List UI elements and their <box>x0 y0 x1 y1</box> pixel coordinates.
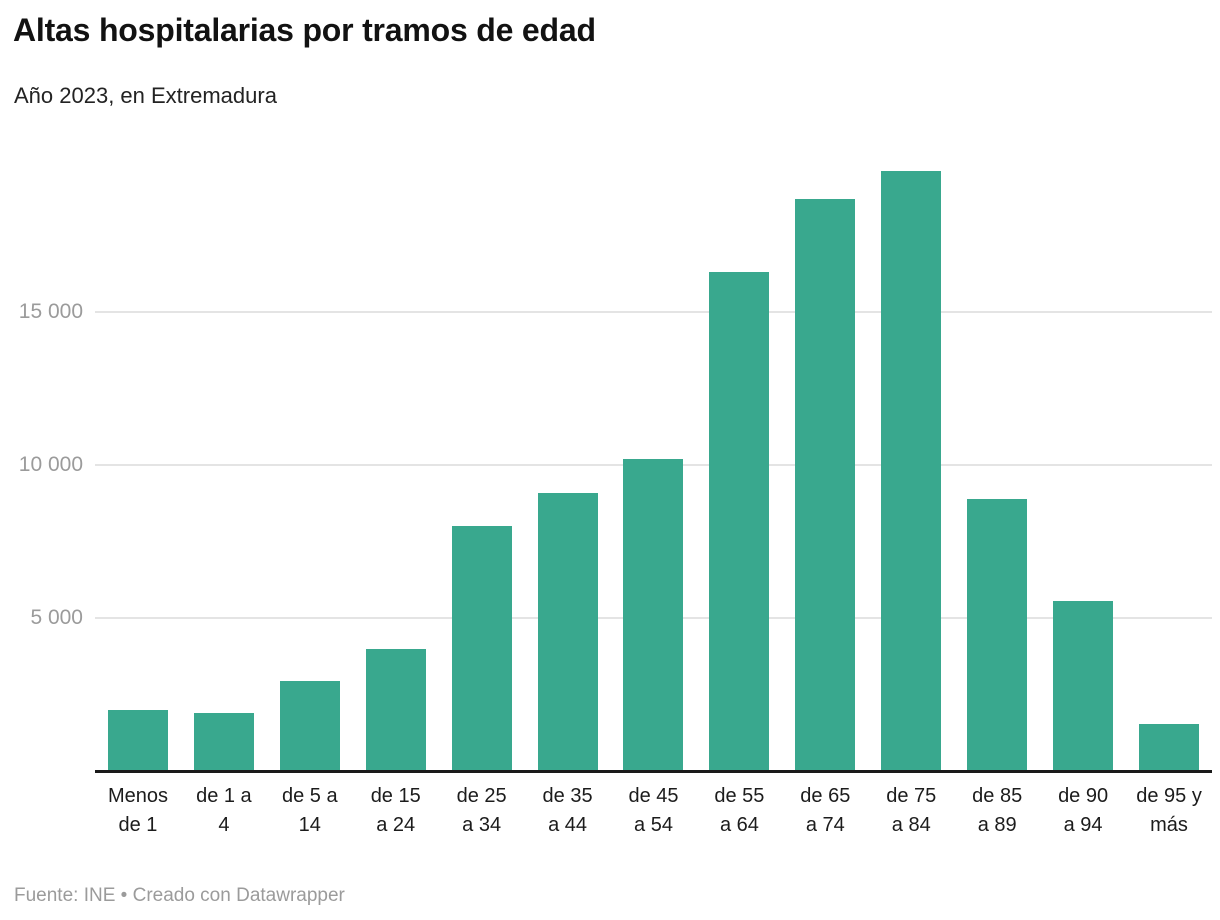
bar-Menos de 1 <box>107 709 168 771</box>
bar-cell <box>353 159 439 771</box>
bar-cell <box>439 159 525 771</box>
x-axis-label-line: de 45 <box>628 785 679 807</box>
x-axis-label-line: 4 <box>218 814 230 836</box>
bar-cell <box>611 159 697 771</box>
bar-cell <box>954 159 1040 771</box>
x-axis-label-line: de 1 a <box>196 785 252 807</box>
x-axis-label-line: a 74 <box>805 814 845 836</box>
y-axis-tick-label: 10 000 <box>18 453 83 476</box>
x-axis-label-line: de 15 <box>370 785 421 807</box>
y-axis-tick-label: 15 000 <box>18 300 83 323</box>
bar-cell <box>696 159 782 771</box>
x-axis-label-line: de 35 <box>542 785 593 807</box>
x-axis-label: de 5 a 14 <box>267 782 353 840</box>
x-axis-label-line: de 55 <box>714 785 765 807</box>
gridline <box>95 311 1212 313</box>
x-axis-label-line: de 75 <box>886 785 937 807</box>
x-axis-label: de 55 a 64 <box>696 782 782 840</box>
bar-de 1 a 4 <box>193 712 254 771</box>
x-axis-label: de 15 a 24 <box>353 782 439 840</box>
x-axis-label: de 65 a 74 <box>782 782 868 840</box>
source-line: Fuente: INE • Creado con Datawrapper <box>14 885 345 906</box>
bar-de 5 a 14 <box>279 680 340 771</box>
chart-subtitle: Año 2023, en Extremadura <box>14 83 277 108</box>
x-axis-label: Menos de 1 <box>95 782 181 840</box>
bar-cell <box>1040 159 1126 771</box>
bar-cell <box>525 159 611 771</box>
bar-de 75 a 84 <box>881 171 942 771</box>
x-axis-label-line: a 89 <box>977 814 1017 836</box>
x-axis-label: de 95 y más <box>1126 782 1212 840</box>
bar-de 15 a 24 <box>365 648 426 771</box>
bar-de 85 a 89 <box>967 498 1028 771</box>
bar-de 35 a 44 <box>537 492 598 771</box>
x-axis-label-line: de 25 <box>456 785 507 807</box>
x-axis-label: de 25 a 34 <box>439 782 525 840</box>
chart-title: Altas hospitalarias por tramos de edad <box>13 12 596 48</box>
x-axis-label-line: a 44 <box>548 814 588 836</box>
y-axis-tick-label: 5 000 <box>30 606 83 629</box>
x-axis-label: de 1 a 4 <box>181 782 267 840</box>
x-axis-label: de 35 a 44 <box>525 782 611 840</box>
bar-de 65 a 74 <box>795 198 856 771</box>
bar-de 55 a 64 <box>709 272 770 771</box>
x-axis-label-line: a 64 <box>719 814 759 836</box>
bar-cell <box>868 159 954 771</box>
plot-area: 5 000 10 000 15 000 <box>19 159 1212 771</box>
bar-series <box>95 159 1212 771</box>
bar-cell <box>1126 159 1212 771</box>
x-axis-label-line: Menos <box>107 785 168 807</box>
x-axis-line <box>95 770 1212 773</box>
bar-de 90 a 94 <box>1053 601 1114 771</box>
x-axis-label: de 75 a 84 <box>868 782 954 840</box>
bar-cell <box>95 159 181 771</box>
x-axis-label-line: a 54 <box>634 814 673 836</box>
x-axis-label: de 85 a 89 <box>954 782 1040 840</box>
x-axis-label-line: a 34 <box>462 814 502 836</box>
bar-cell <box>181 159 267 771</box>
x-axis-labels: Menos de 1 de 1 a 4 de 5 a 14 de 15 a 24 de 25 a … <box>95 782 1212 840</box>
x-axis-label-line: a 24 <box>376 814 416 836</box>
bar-de 45 a 54 <box>623 458 684 771</box>
x-axis-label-line: a 94 <box>1063 814 1103 836</box>
bar-de 95 y más <box>1139 723 1200 771</box>
x-axis-label-line: de 90 <box>1058 785 1109 807</box>
x-axis-label: de 90 a 94 <box>1040 782 1126 840</box>
x-axis-label-line: de 1 <box>118 814 158 836</box>
bar-cell <box>267 159 353 771</box>
x-axis-label-line: de 95 y <box>1136 785 1202 807</box>
x-axis-label-line: de 65 <box>800 785 851 807</box>
x-axis-label-line: a 84 <box>891 814 931 836</box>
x-axis-label: de 45 a 54 <box>611 782 697 840</box>
x-axis-label-line: de 85 <box>972 785 1023 807</box>
x-axis-label-line: 14 <box>298 814 321 836</box>
bar-cell <box>782 159 868 771</box>
x-axis-label-line: de 5 a <box>282 785 338 807</box>
x-axis-label-line: más <box>1150 814 1188 836</box>
bar-de 25 a 34 <box>451 526 512 771</box>
